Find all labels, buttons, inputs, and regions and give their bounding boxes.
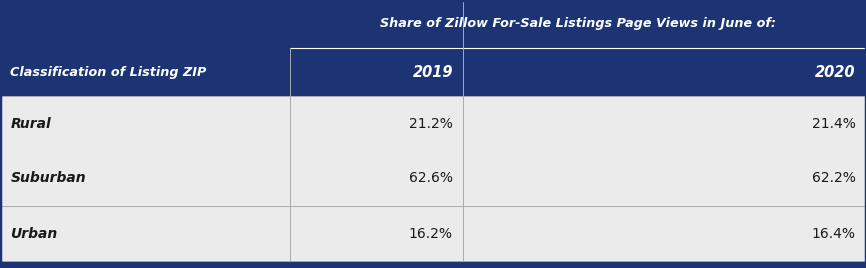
Text: 21.4%: 21.4% <box>811 117 856 131</box>
Text: 62.2%: 62.2% <box>811 172 856 185</box>
Bar <box>0 151 866 206</box>
Text: Urban: Urban <box>10 226 58 240</box>
Text: 2019: 2019 <box>412 65 453 80</box>
Text: 21.2%: 21.2% <box>409 117 453 131</box>
Text: 62.6%: 62.6% <box>409 172 453 185</box>
Text: 2020: 2020 <box>815 65 856 80</box>
Text: Share of Zillow For-Sale Listings Page Views in June of:: Share of Zillow For-Sale Listings Page V… <box>380 17 776 31</box>
Bar <box>0 261 866 268</box>
Text: Rural: Rural <box>10 117 51 131</box>
Text: Classification of Listing ZIP: Classification of Listing ZIP <box>10 65 207 79</box>
Bar <box>0 206 866 261</box>
Bar <box>0 0 866 48</box>
Bar <box>0 48 866 96</box>
Text: 16.2%: 16.2% <box>409 226 453 240</box>
Text: Suburban: Suburban <box>10 172 86 185</box>
Text: 16.4%: 16.4% <box>811 226 856 240</box>
Bar <box>0 96 866 151</box>
